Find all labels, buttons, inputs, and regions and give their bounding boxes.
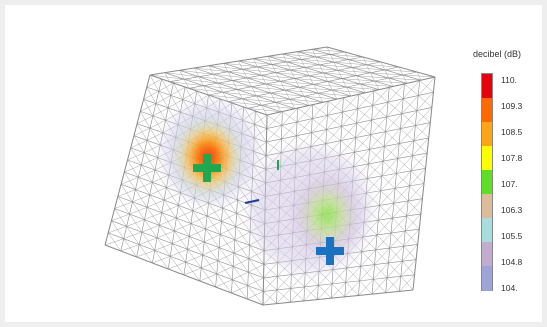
source-axis-line (244, 199, 260, 204)
color-scale-segment (482, 122, 492, 147)
legend-label: 108.5 (501, 127, 523, 137)
3d-mesh-view[interactable] (5, 5, 542, 322)
color-scale-segment (482, 170, 492, 195)
legend-label: 107.8 (501, 153, 523, 163)
color-scale-segment (482, 74, 492, 99)
color-scale-segment (482, 146, 492, 171)
color-scale-bar (481, 73, 493, 291)
sound-field-overlay (162, 102, 370, 272)
plus-marker-icon[interactable] (193, 154, 221, 182)
legend-label: 107. (501, 179, 518, 189)
legend-label: 104.8 (501, 257, 523, 267)
color-scale-segment (482, 266, 492, 291)
color-scale-segment (482, 218, 492, 243)
color-scale-segment (482, 242, 492, 267)
legend-title: decibel (dB) (473, 49, 522, 59)
legend-label: 106.3 (501, 205, 523, 215)
color-scale-segment (482, 98, 492, 123)
plus-marker-icon[interactable] (316, 237, 344, 265)
visualization-panel: decibel (dB) 110. 109.3 108.5 107.8 107. 106.… (5, 5, 542, 322)
legend-label: 109.3 (501, 101, 523, 111)
legend-label: 105.5 (501, 231, 523, 241)
legend-label: 104. (501, 283, 518, 293)
legend-label: 110. (501, 75, 517, 85)
color-scale-segment (482, 194, 492, 219)
